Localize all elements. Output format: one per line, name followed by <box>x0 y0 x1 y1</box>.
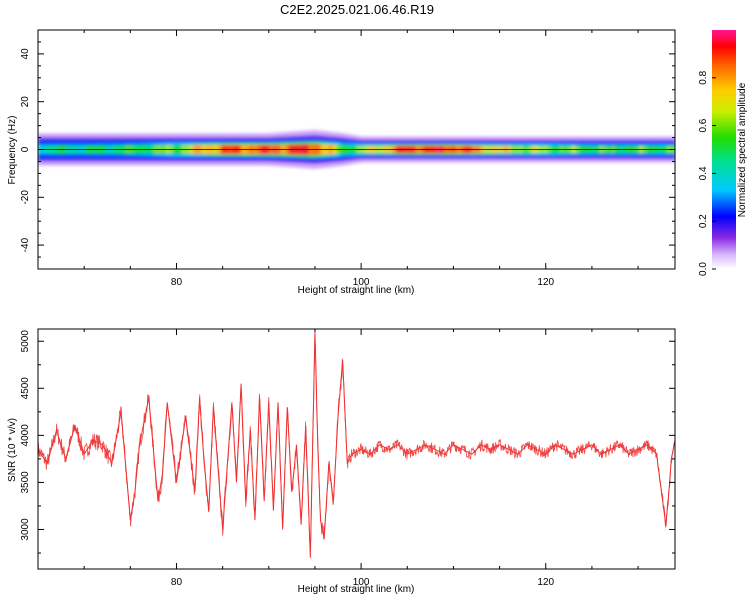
snr-y-ticks: 3000 3500 4000 4500 5000 <box>20 330 675 554</box>
snr-x-label: Height of straight line (km) <box>298 584 415 595</box>
colorbar-tick-label: 0.4 <box>698 166 709 180</box>
spectrogram-x-label: Height of straight line (km) <box>298 285 415 296</box>
snr-y-tick-label: 4500 <box>20 377 31 400</box>
snr-x-tick-label: 100 <box>353 577 370 588</box>
snr-y-tick-label: 3500 <box>20 471 31 494</box>
snr-line-group <box>38 331 675 558</box>
figure-title: C2E2.2025.021.06.46.R19 <box>280 2 434 17</box>
spectrogram-x-tick-label: 80 <box>171 277 183 288</box>
snr-series-noise <box>38 336 675 549</box>
spectrogram-y-tick-label: -20 <box>20 190 31 205</box>
spectrogram-y-tick-label: 20 <box>20 96 31 108</box>
spectrogram-x-tick-label: 100 <box>353 277 370 288</box>
snr-series-line <box>38 331 675 558</box>
spectrogram-y-tick-label: -40 <box>20 237 31 252</box>
spectrogram-y-tick-label: 0 <box>20 146 31 152</box>
colorbar-ticks: 0.0 0.2 0.4 0.6 0.8 <box>698 70 716 276</box>
spectrogram-x-tick-label: 120 <box>537 277 554 288</box>
snr-panel: 80 100 120 3000 3500 4000 4500 5000 Height of … <box>7 328 676 595</box>
spectrogram-x-ticks: 80 100 120 <box>83 30 639 288</box>
snr-frame <box>37 328 676 570</box>
colorbar-label: Normalized spectral amplitude <box>737 82 748 217</box>
colorbar-tick-label: 0.8 <box>698 70 709 84</box>
spectrogram-y-ticks: -40 -20 0 20 40 <box>20 41 675 258</box>
snr-x-ticks: 80 100 120 <box>83 329 639 588</box>
colorbar-tick-label: 0.6 <box>698 118 709 132</box>
spectrogram-y-label: Frequency (Hz) <box>7 116 18 185</box>
snr-y-tick-label: 5000 <box>20 330 31 353</box>
spectrogram-y-tick-label: 40 <box>20 48 31 60</box>
colorbar-gradient <box>712 30 736 269</box>
colorbar-tick-label: 0.0 <box>698 262 709 276</box>
snr-y-label: SNR (10 * v/v) <box>7 418 18 482</box>
spectrogram-panel: 80 100 120 -40 -20 0 20 40 Height of straight … <box>7 29 676 296</box>
colorbar-tick-label: 0.2 <box>698 214 709 228</box>
snr-x-tick-label: 120 <box>537 577 554 588</box>
colorbar: 0.0 0.2 0.4 0.6 0.8 Normalized spectral ampl… <box>698 30 748 276</box>
snr-y-tick-label: 3000 <box>20 518 31 541</box>
snr-x-tick-label: 80 <box>171 577 183 588</box>
snr-y-tick-label: 4000 <box>20 424 31 447</box>
